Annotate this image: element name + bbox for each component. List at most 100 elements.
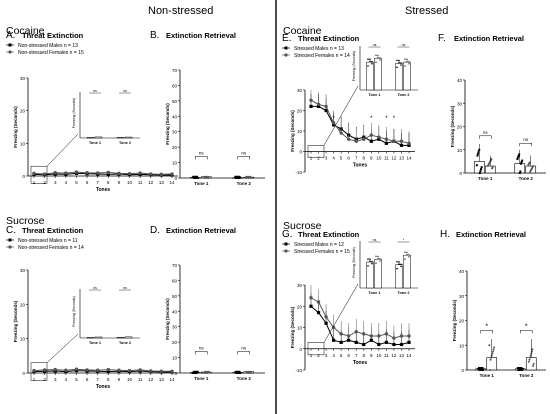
data-dot — [521, 368, 524, 371]
data-point — [106, 172, 110, 176]
data-point — [369, 338, 373, 342]
data-point — [127, 368, 132, 373]
y-tick-label: 10 — [172, 356, 178, 361]
inset-chart: Freezing (Seconds) Tone 1 ns Tone 2 ns — [30, 89, 140, 184]
data-point — [354, 139, 358, 143]
inset-dot — [369, 60, 371, 63]
inset-tick-label: Tone 1 — [369, 291, 381, 295]
panel-letter: G. — [282, 229, 293, 240]
y-tick-label: 30 — [457, 101, 463, 106]
section-cocaine-left: Cocaine — [6, 25, 45, 37]
data-point — [316, 300, 321, 304]
sig-label: ns — [483, 130, 489, 135]
sig-bracket — [519, 142, 532, 147]
inset-tick-label: Tone 2 — [119, 141, 131, 145]
inset-dot — [408, 253, 410, 256]
inset-dot — [377, 255, 379, 258]
sig-bracket — [520, 330, 533, 334]
bar — [525, 357, 537, 371]
data-dot — [192, 175, 195, 178]
data-dot — [239, 372, 242, 374]
data-point — [377, 342, 381, 347]
data-point — [399, 342, 404, 347]
sig-bracket — [195, 351, 208, 355]
x-tick-label: 13 — [159, 377, 165, 382]
sig-label: ns — [523, 137, 529, 142]
panel-title: Extinction Retrieval — [456, 230, 526, 239]
data-point — [362, 137, 366, 141]
data-point — [324, 108, 328, 113]
y-tick-label: 20 — [20, 302, 26, 307]
data-point — [85, 368, 89, 372]
header-non-stressed: Non-stressed — [148, 5, 214, 17]
data-dot — [521, 159, 524, 162]
data-dot — [482, 369, 485, 371]
inset-dot — [400, 265, 402, 268]
data-point — [127, 172, 132, 176]
data-dot — [516, 156, 519, 159]
y-axis-label: Freezing (Seconds) — [450, 105, 455, 147]
data-dot — [204, 370, 207, 373]
data-point — [42, 368, 47, 372]
inset-dot — [400, 64, 402, 66]
inset-dot — [369, 58, 371, 61]
x-tick-label: 3 — [54, 377, 57, 382]
x-tick-label: 14 — [406, 353, 412, 358]
data-dot — [193, 370, 196, 373]
inset-bar — [403, 254, 411, 289]
data-point — [149, 172, 153, 176]
y-tick-label: 10 — [457, 148, 463, 153]
x-tick-label: 3 — [325, 156, 328, 161]
y-tick-label: 30 — [20, 268, 26, 273]
inset-tick-label: Tone 2 — [398, 93, 410, 97]
data-dot — [239, 176, 242, 179]
x-tick-label: 11 — [384, 353, 389, 358]
sig-bracket — [480, 330, 493, 334]
panel-title: Extinction Retrieval — [166, 31, 236, 40]
data-point — [407, 141, 411, 145]
data-dot — [493, 346, 496, 349]
inset-dot — [369, 258, 371, 261]
x-axis-label: Tones — [96, 187, 111, 193]
x-tick-label: 14 — [169, 180, 175, 185]
x-tick-label: 14 — [169, 377, 175, 382]
legend-label: Stressed Females n = 15 — [294, 249, 350, 255]
data-dot — [196, 370, 199, 373]
data-dot — [480, 166, 483, 169]
data-dot — [237, 175, 240, 178]
data-dot — [517, 154, 520, 157]
data-point — [117, 368, 121, 372]
y-tick-label: 60 — [172, 278, 178, 283]
inset-dot — [404, 258, 406, 260]
inset-dot — [377, 257, 379, 260]
x-tick-label: 12 — [391, 156, 397, 161]
inset-sig: ns — [93, 89, 97, 93]
y-tick-label: 20 — [172, 145, 178, 150]
data-point — [392, 139, 396, 143]
inset-dot — [398, 61, 400, 64]
inset-dot — [400, 62, 402, 64]
data-dot — [480, 168, 483, 171]
inset-dot — [398, 261, 400, 263]
sig-bracket — [237, 351, 250, 355]
inset-tick-label: Tone 2 — [398, 291, 410, 295]
y-tick-label: 0 — [174, 371, 177, 376]
series-line — [311, 105, 409, 146]
x-tick-label: 6 — [347, 353, 350, 358]
inset-bar — [116, 137, 125, 139]
data-point — [74, 367, 79, 371]
data-dot — [477, 150, 480, 153]
panel-title: Threat Extinction — [22, 31, 84, 40]
inset-bar — [124, 136, 133, 139]
x-tick-label: 2 — [317, 156, 320, 161]
x-tick-label: 6 — [86, 377, 89, 382]
inset-dot — [375, 255, 377, 258]
y-axis-label: Freezing (Seconds) — [165, 103, 170, 145]
x-tick-label: 5 — [340, 156, 343, 161]
legend-label: Non-stressed Males n = 11 — [18, 238, 78, 244]
x-tick-label: 10 — [376, 156, 382, 161]
x-tick-label: 6 — [347, 156, 350, 161]
x-tick-label: 6 — [86, 180, 89, 185]
y-tick-label: 40 — [172, 114, 178, 119]
x-tick-label: 5 — [75, 180, 78, 185]
